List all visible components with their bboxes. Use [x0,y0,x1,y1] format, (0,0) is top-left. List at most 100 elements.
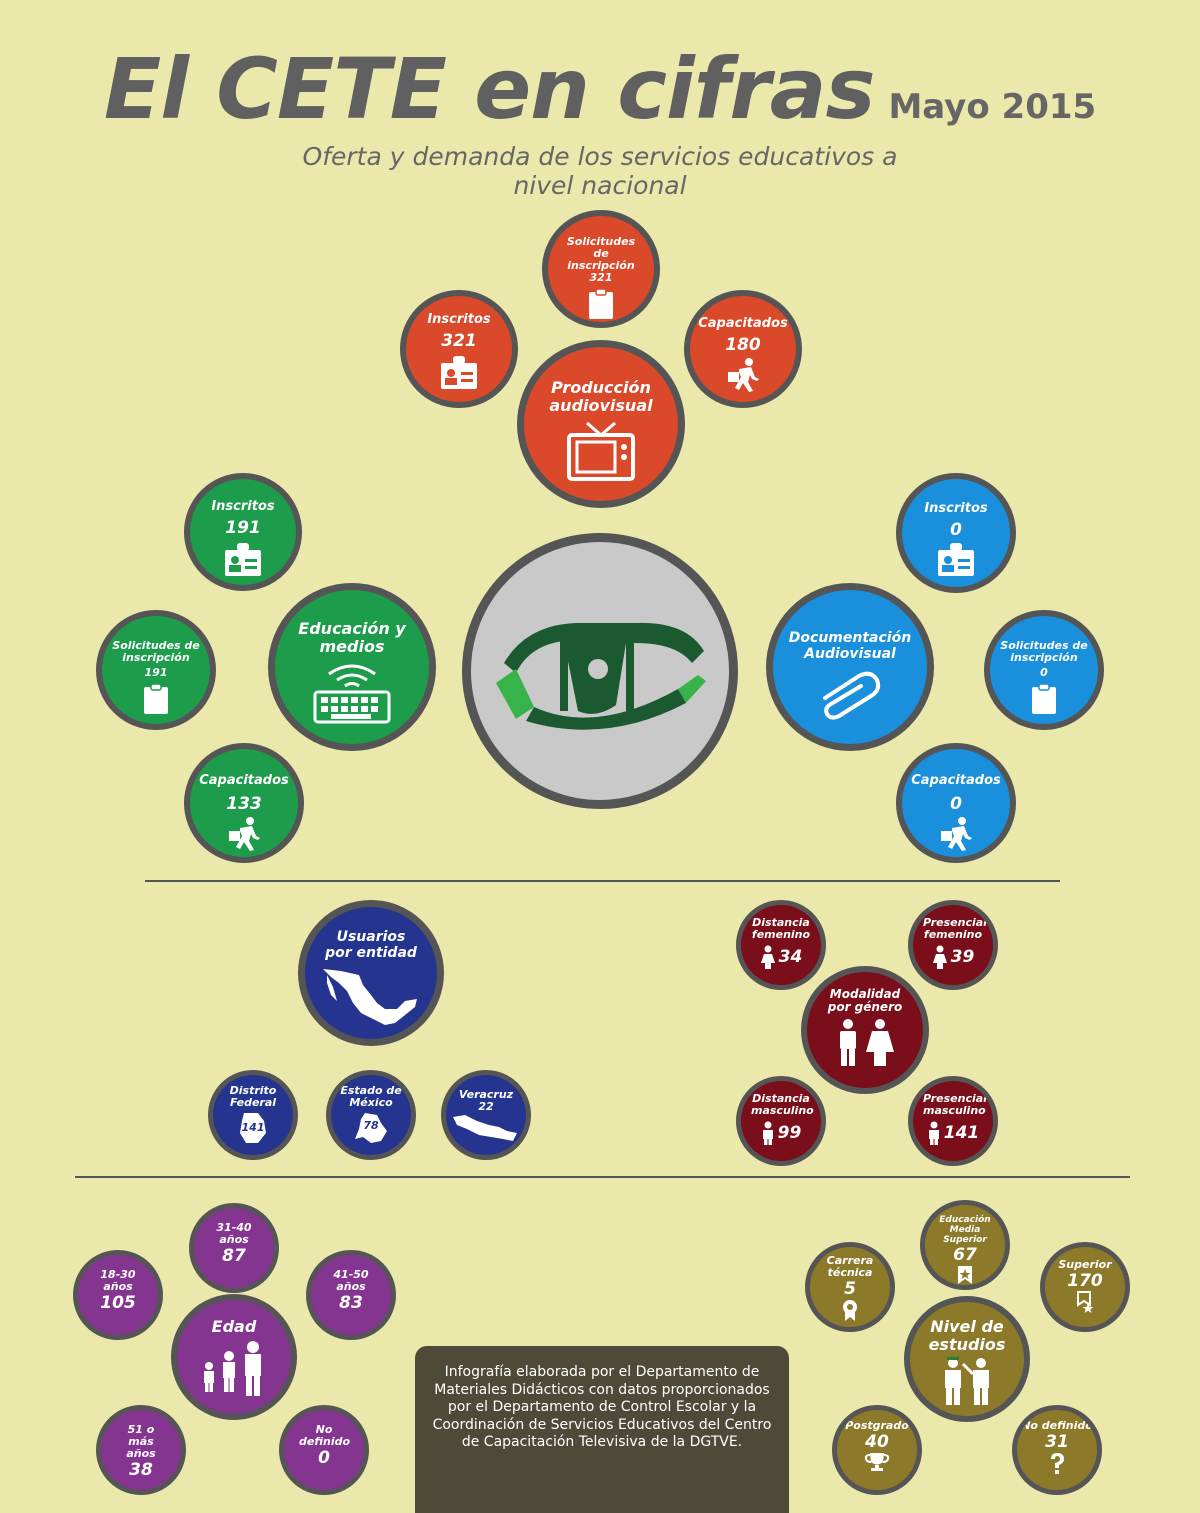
produccion-solicitudes-value: 321 [589,271,613,284]
edad-31-label: 31-40 años [216,1221,252,1246]
estudios-media-value: 67 [953,1245,977,1265]
educacion-capacitados-label: Capacitados [199,773,289,788]
estudios-nd-value: 31 [1045,1432,1069,1452]
produccion-inscritos-value: 321 [441,331,477,351]
genero-title: Modalidad por género [827,987,903,1014]
usuarios-title: Usuarios por entidad [325,929,417,961]
tv-icon [567,421,635,481]
produccion-solicitudes-label: Solicitudes de inscripción [566,235,636,272]
usuarios-df-circle: Distrito Federal 141 [208,1070,298,1160]
id-badge-icon [938,543,974,576]
estudios-tecnica-value: 5 [844,1279,856,1299]
bookmark-star-icon [1077,1291,1094,1313]
runner-icon [941,817,972,851]
documentacion-capacitados-value: 0 [950,794,962,814]
df-map-icon [240,1113,266,1143]
man-woman-icon [840,1019,894,1066]
estudios-title: Nivel de estudios [928,1317,1006,1354]
usuarios-veracruz-label: Veracruz [458,1088,514,1101]
family-icon [204,1341,261,1396]
veracruz-map-icon [453,1115,517,1141]
genero-dist-fem-value: 34 [778,947,803,967]
usuarios-veracruz-value: 22 [478,1100,494,1113]
educacion-inscritos-label: Inscritos [211,499,275,514]
genero-dist-fem-label: Distancia femenino [751,916,811,941]
educacion-title: Educación y medios [298,619,406,656]
genero-pres-fem-value: 39 [950,947,975,967]
medal-icon [843,1300,857,1321]
clipboard-icon [589,288,613,319]
documentacion-solicitudes-circle: Solicitudes de inscripción 0 [984,610,1104,730]
usuarios-veracruz-circle: Veracruz 22 [441,1070,531,1160]
usuarios-edomex-value: 78 [363,1119,379,1132]
center-logo-circle [462,533,738,809]
educacion-inscritos-value: 191 [225,518,261,538]
graduate-teacher-icon [945,1357,989,1405]
edad-nd-value: 0 [318,1448,330,1468]
man-icon [928,1121,939,1145]
usuarios-df-value: 141 [241,1121,265,1134]
runner-icon [728,358,759,392]
id-badge-icon [225,543,261,576]
credits-note: Infografía elaborada por el Departamento… [415,1346,789,1513]
educacion-solicitudes-value: 191 [144,666,168,679]
documentacion-title: Documentación Audiovisual [788,630,912,662]
genero-pres-masc-value: 141 [943,1123,980,1143]
estudios-nd-circle: No definido 31 [1012,1405,1102,1495]
edad-main-circle: Edad [171,1294,297,1420]
divider-top [145,880,1060,882]
estudios-superior-label: Superior [1058,1258,1112,1271]
edad-31-circle: 31-40 años 87 [189,1203,279,1293]
estudios-nd-label: No definido [1021,1419,1093,1432]
estudios-media-label: Educación Media Superior [939,1215,991,1245]
documentacion-capacitados-label: Capacitados [911,773,1001,788]
produccion-inscritos-label: Inscritos [427,312,491,327]
genero-pres-fem-circle: Presencial femenino 39 [908,900,998,990]
edad-31-value: 87 [222,1246,246,1266]
clipboard-icon [144,683,168,714]
genero-pres-masc-label: Presencial masculino [923,1092,987,1117]
id-badge-icon [441,356,477,389]
genero-main-circle: Modalidad por género [801,966,929,1094]
educacion-capacitados-value: 133 [226,794,262,814]
genero-pres-masc-row: 141 [927,1121,980,1145]
trophy-icon [864,1453,890,1471]
dgtve-eye-logo [496,622,706,730]
genero-dist-fem-circle: Distancia femenino 34 [736,900,826,990]
documentacion-capacitados-circle: Capacitados 0 [896,743,1016,863]
subtitle: Oferta y demanda de los servicios educat… [302,142,898,200]
estudios-posgrado-value: 40 [865,1432,889,1452]
question-icon [1051,1453,1064,1474]
documentacion-inscritos-value: 0 [950,520,962,540]
genero-dist-masc-row: 99 [761,1121,801,1145]
genero-dist-masc-circle: Distancia masculino 99 [736,1076,826,1166]
paperclip-icon [823,671,881,720]
produccion-capacitados-label: Capacitados [698,316,788,331]
usuarios-df-label: Distrito Federal [229,1084,277,1109]
edad-51-label: 51 o más años [126,1423,156,1460]
edad-nd-circle: No definido 0 [279,1405,369,1495]
educacion-solicitudes-label: Solicitudes de inscripción [112,639,200,664]
genero-dist-masc-label: Distancia masculino [751,1092,814,1117]
produccion-main-circle: Producción audiovisual [517,340,685,508]
edad-41-label: 41-50 años [333,1268,369,1293]
estudios-posgrado-circle: Postgrado 40 [832,1405,922,1495]
documentacion-solicitudes-label: Solicitudes de inscripción [1000,639,1088,664]
runner-icon [229,817,260,851]
educacion-capacitados-circle: Capacitados 133 [184,743,304,863]
df-map: 141 [236,1111,270,1145]
usuarios-edomex-label: Estado de México [340,1084,402,1109]
produccion-inscritos-circle: Inscritos 321 [400,290,518,408]
estudios-posgrado-label: Postgrado [845,1419,909,1432]
edad-18-circle: 18-30 años 105 [73,1250,163,1340]
estudios-superior-value: 170 [1067,1271,1103,1291]
documentacion-inscritos-circle: Inscritos 0 [896,473,1016,593]
educacion-main-circle: Educación y medios [268,583,436,751]
edad-51-circle: 51 o más años 38 [96,1405,186,1495]
divider-bottom [75,1176,1130,1178]
clipboard-icon [1032,683,1056,714]
edad-18-value: 105 [100,1293,136,1313]
educacion-inscritos-circle: Inscritos 191 [184,473,302,591]
edad-title: Edad [211,1317,257,1336]
documentacion-inscritos-label: Inscritos [924,501,988,516]
